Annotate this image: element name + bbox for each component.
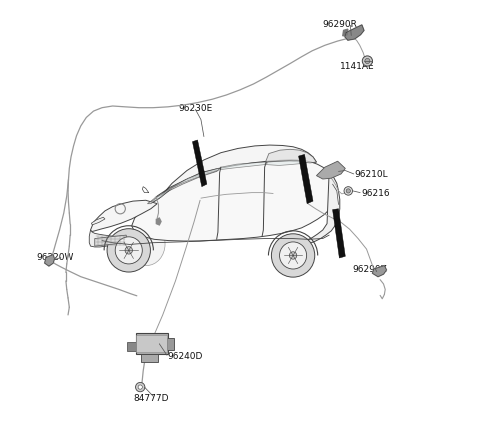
Circle shape <box>289 252 297 259</box>
Text: 96220W: 96220W <box>36 253 73 262</box>
Bar <box>127 342 136 351</box>
Circle shape <box>125 247 132 254</box>
Polygon shape <box>147 170 219 204</box>
Text: 96240D: 96240D <box>168 352 203 361</box>
Polygon shape <box>95 235 126 246</box>
Bar <box>141 354 158 362</box>
Polygon shape <box>372 266 386 277</box>
Polygon shape <box>192 140 207 187</box>
Circle shape <box>344 187 352 195</box>
Polygon shape <box>132 160 337 241</box>
Polygon shape <box>89 230 130 247</box>
Polygon shape <box>299 154 313 204</box>
Polygon shape <box>156 218 161 225</box>
Polygon shape <box>220 162 266 170</box>
Text: 96210L: 96210L <box>355 170 388 179</box>
Circle shape <box>271 234 315 277</box>
Circle shape <box>365 58 370 63</box>
FancyBboxPatch shape <box>135 333 168 354</box>
Polygon shape <box>343 29 348 36</box>
Polygon shape <box>266 160 303 165</box>
FancyBboxPatch shape <box>136 335 167 352</box>
Circle shape <box>138 385 143 389</box>
Text: 96216: 96216 <box>361 190 390 199</box>
Polygon shape <box>316 161 345 179</box>
Circle shape <box>107 229 150 272</box>
Ellipse shape <box>128 222 165 265</box>
Circle shape <box>279 242 307 269</box>
Bar <box>167 338 174 350</box>
Polygon shape <box>333 209 345 258</box>
Circle shape <box>362 56 372 66</box>
Polygon shape <box>300 171 340 244</box>
Text: 84777D: 84777D <box>134 394 169 403</box>
Text: 96290R: 96290R <box>323 20 358 29</box>
Polygon shape <box>45 255 54 266</box>
Text: 96230E: 96230E <box>179 104 213 113</box>
Text: 1141AE: 1141AE <box>340 62 374 71</box>
Polygon shape <box>345 25 364 40</box>
Polygon shape <box>265 149 316 163</box>
Polygon shape <box>91 200 157 232</box>
Text: 96290Z: 96290Z <box>352 265 387 273</box>
Circle shape <box>135 383 145 392</box>
Polygon shape <box>151 168 220 202</box>
Polygon shape <box>91 217 105 225</box>
Circle shape <box>115 237 142 264</box>
Circle shape <box>346 189 350 193</box>
Polygon shape <box>151 145 316 204</box>
